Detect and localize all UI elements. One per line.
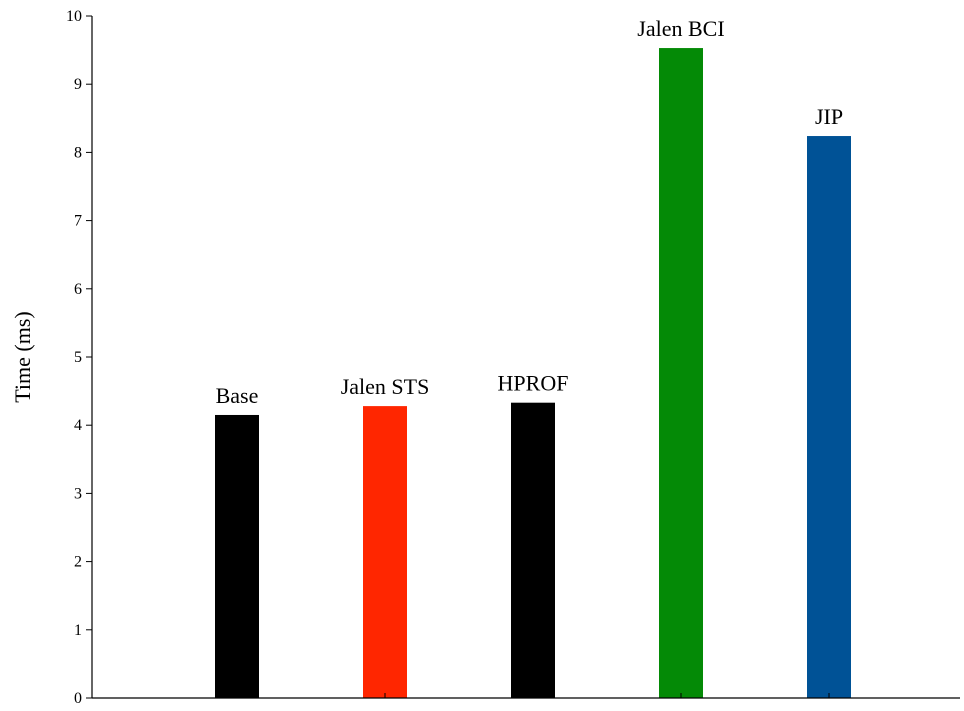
bar-label: JIP (815, 104, 843, 129)
y-axis-ticks: 0 1 2 3 4 5 6 7 8 9 10 (66, 8, 92, 707)
y-tick-label: 1 (74, 622, 82, 639)
bar (363, 406, 407, 698)
x-axis-ticks (236, 693, 830, 698)
y-tick-label: 5 (74, 349, 82, 366)
y-tick-label: 0 (74, 690, 82, 706)
bar-label: Jalen BCI (637, 16, 724, 41)
y-tick-label: 6 (74, 281, 82, 298)
bar (511, 402, 555, 698)
y-tick-label: 10 (66, 8, 82, 25)
y-axis-title: Time (ms) (10, 311, 35, 402)
y-tick-label: 9 (74, 76, 82, 93)
bar (215, 414, 259, 698)
y-tick-label: 8 (74, 144, 82, 161)
bar (659, 48, 703, 698)
bar-label: HPROF (498, 371, 569, 396)
y-tick-label: 4 (74, 417, 82, 434)
bar-label: Base (216, 383, 259, 408)
y-tick-label: 7 (74, 213, 82, 230)
bar (807, 136, 851, 699)
bar-label: Jalen STS (341, 374, 430, 399)
bar-labels: Base Jalen STS HPROF Jalen BCI JIP (216, 16, 843, 408)
bars-layer (215, 48, 851, 699)
y-tick-label: 3 (74, 485, 82, 502)
y-tick-label: 2 (74, 554, 82, 571)
